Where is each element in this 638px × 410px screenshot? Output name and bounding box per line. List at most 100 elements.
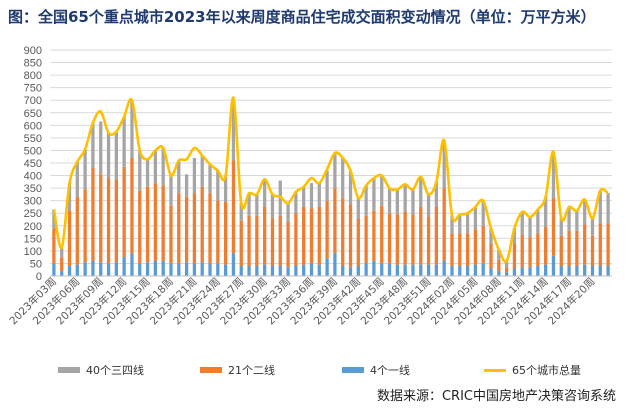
bar-tier1 <box>528 267 532 276</box>
bar-tier2 <box>497 259 501 271</box>
bar-tier2 <box>606 223 610 266</box>
bar-tier1 <box>341 265 345 276</box>
bar-tier3 <box>317 183 321 207</box>
bar-tier1 <box>60 270 64 276</box>
bar-tier2 <box>450 233 454 266</box>
y-tick-label: 900 <box>24 45 42 57</box>
bar-tier2 <box>426 216 431 265</box>
bar-tier3 <box>192 157 197 194</box>
bar-tier3 <box>536 209 540 234</box>
y-tick-label: 500 <box>24 145 42 157</box>
bar-tier3 <box>575 210 579 231</box>
bar-tier3 <box>200 155 204 187</box>
bar-tier3 <box>255 194 259 216</box>
bar-tier2 <box>465 233 470 266</box>
bar-tier1 <box>465 265 470 276</box>
bar-tier2 <box>114 179 118 263</box>
bar-tier3 <box>99 121 103 175</box>
bar-tier3 <box>91 122 95 169</box>
bar-tier3 <box>590 218 595 236</box>
bar-tier1 <box>302 264 306 276</box>
y-tick-label: 800 <box>24 70 42 82</box>
bar-tier1 <box>223 264 228 276</box>
bar-tier1 <box>512 268 517 276</box>
y-tick-label: 250 <box>24 208 42 220</box>
y-tick-label: 700 <box>24 95 42 107</box>
bar-tier1 <box>333 253 337 276</box>
bar-tier3 <box>294 191 298 214</box>
bar-tier2 <box>216 200 220 264</box>
bar-tier3 <box>263 179 267 207</box>
y-tick-label: 300 <box>24 196 42 208</box>
bar-tier3 <box>309 183 314 209</box>
bar-tier1 <box>590 265 595 276</box>
bar-tier1 <box>255 265 259 276</box>
bar-tier2 <box>317 206 321 265</box>
bar-tier2 <box>169 205 173 264</box>
bar-tier3 <box>356 198 360 219</box>
bar-tier3 <box>145 159 150 187</box>
bar-tier2 <box>286 222 290 268</box>
bar-tier3 <box>83 149 87 190</box>
bar-tier2 <box>567 230 571 266</box>
bar-tier2 <box>458 233 462 266</box>
bar-tier3 <box>567 206 571 231</box>
bar-tier3 <box>419 176 423 207</box>
chart-legend: 40个三四线 21个二线 4个一线 65个城市总量 <box>58 362 626 378</box>
legend-label-total: 65个城市总量 <box>512 364 581 377</box>
bar-tier2 <box>122 166 126 258</box>
bar-tier3 <box>544 196 548 228</box>
bar-tier2 <box>364 215 368 264</box>
bar-tier1 <box>434 264 439 276</box>
bar-tier1 <box>544 264 548 276</box>
bar-tier2 <box>544 227 548 265</box>
bar-tier2 <box>333 188 337 254</box>
bar-tier2 <box>411 214 415 265</box>
bar-tier2 <box>75 196 79 265</box>
y-tick-label: 400 <box>24 171 42 183</box>
bar-tier2 <box>590 235 595 266</box>
bar-tier1 <box>106 263 111 276</box>
bar-tier3 <box>52 209 56 229</box>
bar-tier2 <box>223 201 228 265</box>
bar-tier2 <box>481 225 485 264</box>
bar-tier1 <box>317 264 321 276</box>
bar-tier3 <box>504 260 509 268</box>
bar-tier2 <box>403 211 407 265</box>
bar-tier1 <box>356 265 360 276</box>
bar-tier1 <box>489 268 493 276</box>
bar-tier2 <box>239 220 243 266</box>
bar-tier2 <box>60 257 64 271</box>
bar-tier3 <box>551 151 556 199</box>
bar-tier3 <box>177 160 181 194</box>
bar-tier1 <box>473 264 478 276</box>
bar-tier1 <box>442 260 446 276</box>
bar-tier1 <box>481 263 485 276</box>
bar-tier2 <box>130 157 134 254</box>
bar-tier1 <box>208 263 212 276</box>
bar-tier1 <box>497 270 501 276</box>
bar-tier3 <box>442 140 446 189</box>
bar-tier1 <box>83 262 87 276</box>
bar-tier2 <box>442 188 446 261</box>
bar-tier3 <box>520 211 524 235</box>
bar-tier3 <box>302 186 306 207</box>
bar-tier3 <box>348 170 353 205</box>
bar-tier3 <box>364 185 368 216</box>
bar-tier2 <box>294 213 298 266</box>
bar-tier3 <box>380 175 384 206</box>
bar-tier1 <box>177 263 181 276</box>
bar-tier3 <box>223 176 228 202</box>
bar-tier1 <box>387 263 392 276</box>
bar-tier2 <box>520 234 524 268</box>
bar-tier2 <box>419 206 423 265</box>
bar-tier2 <box>106 178 111 264</box>
bar-tier1 <box>575 265 579 276</box>
bar-tier2 <box>91 168 95 261</box>
bar-tier1 <box>192 263 197 276</box>
bar-tier3 <box>247 193 251 216</box>
bar-tier1 <box>200 262 204 276</box>
y-tick-label: 750 <box>24 83 42 95</box>
bar-tier2 <box>309 208 314 264</box>
bar-tier3 <box>465 213 470 234</box>
